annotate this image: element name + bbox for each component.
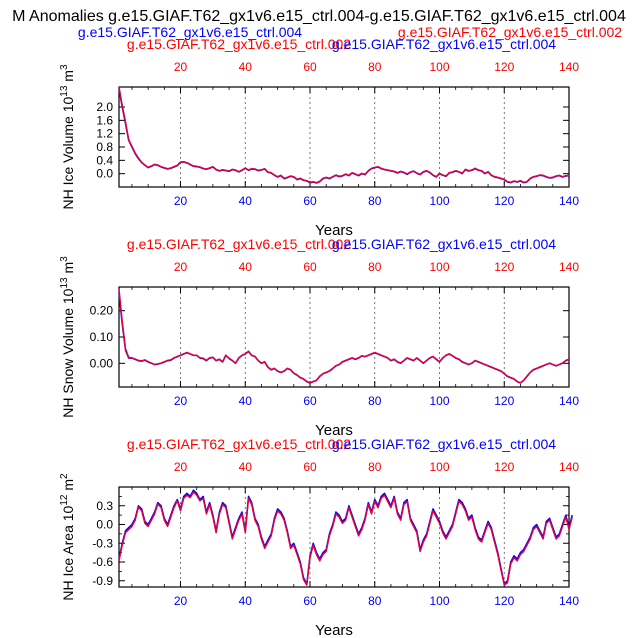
y-tick-label: 0.3 [96, 499, 113, 513]
figure-title: M Anomalies g.e15.GIAF.T62_gx1v6.e15_ctr… [12, 8, 626, 25]
x-tick-label: 40 [239, 594, 253, 608]
y-label-main: NH Snow Volume 10 [60, 288, 76, 417]
x-tick-label: 20 [174, 394, 188, 408]
y-tick-label: 1.6 [96, 113, 113, 127]
y-label-main: NH Ice Area 10 [60, 505, 76, 600]
x-tick-label: 20 [174, 594, 188, 608]
y-label-unit-exp: 3 [59, 64, 70, 70]
x-tick-label: 120 [494, 594, 514, 608]
series-line-1 [118, 292, 570, 384]
y-label-exp: 13 [59, 85, 70, 97]
chart-panel-2: g.e15.GIAF.T62_gx1v6.e15_ctrl.002g.e15.G… [59, 236, 579, 439]
x-tick-label-top: 80 [368, 260, 382, 274]
chart-panel-1: g.e15.GIAF.T62_gx1v6.e15_ctrl.002g.e15.G… [59, 36, 579, 239]
x-tick-label-top: 140 [559, 260, 579, 274]
panel-red-label: g.e15.GIAF.T62_gx1v6.e15_ctrl.002 [127, 36, 351, 52]
panel-red-label: g.e15.GIAF.T62_gx1v6.e15_ctrl.002 [127, 436, 351, 452]
x-tick-label-top: 140 [559, 460, 579, 474]
y-tick-label: 0.0 [96, 518, 113, 532]
x-tick-label-top: 40 [239, 460, 253, 474]
x-tick-label: 80 [368, 194, 382, 208]
x-tick-label-top: 40 [239, 60, 253, 74]
x-tick-label-top: 40 [239, 260, 253, 274]
y-tick-label: -0.6 [92, 555, 113, 569]
x-tick-label-top: 60 [303, 60, 317, 74]
x-tick-label: 80 [368, 394, 382, 408]
y-label-exp: 12 [59, 494, 70, 506]
x-tick-label-top: 100 [429, 60, 449, 74]
x-tick-label-top: 80 [368, 460, 382, 474]
series-line-2 [118, 491, 573, 586]
y-axis-label: NH Ice Volume 1013 m3 [59, 64, 76, 210]
x-axis-label: Years [315, 422, 353, 439]
series-line-2 [118, 86, 570, 184]
y-tick-label: 0.4 [96, 153, 113, 167]
x-tick-label: 140 [559, 194, 579, 208]
y-tick-label: -0.9 [92, 574, 113, 588]
y-axis-label: NH Snow Volume 1013 m3 [59, 256, 76, 418]
top-red-label: g.e15.GIAF.T62_gx1v6.e15_ctrl.002 [398, 24, 622, 40]
x-tick-label: 120 [494, 394, 514, 408]
x-tick-label-top: 80 [368, 60, 382, 74]
x-tick-label-top: 100 [429, 460, 449, 474]
x-tick-label: 60 [303, 594, 317, 608]
x-axis-label: Years [315, 222, 353, 239]
panel-blue-label: g.e15.GIAF.T62_gx1v6.e15_ctrl.004 [332, 436, 556, 452]
x-tick-label-top: 20 [174, 460, 188, 474]
y-label-main: NH Ice Volume 10 [60, 96, 76, 209]
panel-blue-label: g.e15.GIAF.T62_gx1v6.e15_ctrl.004 [332, 36, 556, 52]
x-tick-label: 100 [429, 194, 449, 208]
x-tick-label: 80 [368, 594, 382, 608]
x-tick-label: 100 [429, 594, 449, 608]
x-tick-label: 140 [559, 394, 579, 408]
y-axis-label: NH Ice Area 1012 m2 [59, 473, 76, 601]
x-tick-label-top: 60 [303, 260, 317, 274]
series-line-2 [118, 289, 570, 384]
x-tick-label: 20 [174, 194, 188, 208]
x-axis-label: Years [315, 622, 353, 638]
x-tick-label-top: 60 [303, 460, 317, 474]
x-tick-label-top: 20 [174, 60, 188, 74]
y-tick-label: 2.0 [96, 100, 113, 114]
y-tick-label: 0.8 [96, 140, 113, 154]
x-tick-label: 40 [239, 394, 253, 408]
x-tick-label-top: 120 [494, 260, 514, 274]
y-tick-label: 1.2 [96, 127, 113, 141]
x-tick-label-top: 120 [494, 460, 514, 474]
series-line-1 [118, 88, 570, 184]
top-blue-label: g.e15.GIAF.T62_gx1v6.e15_ctrl.004 [78, 24, 302, 40]
y-label-unit: m [60, 70, 76, 86]
x-tick-label: 60 [303, 394, 317, 408]
plot-frame [118, 486, 570, 588]
x-tick-label: 100 [429, 394, 449, 408]
panel-red-label: g.e15.GIAF.T62_gx1v6.e15_ctrl.002 [127, 236, 351, 252]
y-tick-label: 0.0 [96, 167, 113, 181]
y-tick-label: 0.20 [90, 304, 114, 318]
y-label-exp: 13 [59, 277, 70, 289]
x-tick-label-top: 120 [494, 60, 514, 74]
x-tick-label: 60 [303, 194, 317, 208]
y-label-unit-exp: 3 [59, 256, 70, 262]
x-tick-label: 40 [239, 194, 253, 208]
panel-blue-label: g.e15.GIAF.T62_gx1v6.e15_ctrl.004 [332, 236, 556, 252]
y-tick-label: 0.00 [90, 356, 114, 370]
x-tick-label-top: 20 [174, 260, 188, 274]
y-label-unit: m [60, 479, 76, 495]
chart-panels: g.e15.GIAF.T62_gx1v6.e15_ctrl.002g.e15.G… [59, 36, 579, 638]
x-tick-label-top: 100 [429, 260, 449, 274]
y-label-unit: m [60, 262, 76, 278]
y-label-unit-exp: 2 [59, 473, 70, 479]
chart-panel-3: g.e15.GIAF.T62_gx1v6.e15_ctrl.002g.e15.G… [59, 436, 579, 638]
y-tick-label: 0.10 [90, 330, 114, 344]
x-tick-label-top: 140 [559, 60, 579, 74]
x-tick-label: 140 [559, 594, 579, 608]
x-tick-label: 120 [494, 194, 514, 208]
y-tick-label: -0.3 [92, 536, 113, 550]
plot-frame [118, 86, 570, 188]
